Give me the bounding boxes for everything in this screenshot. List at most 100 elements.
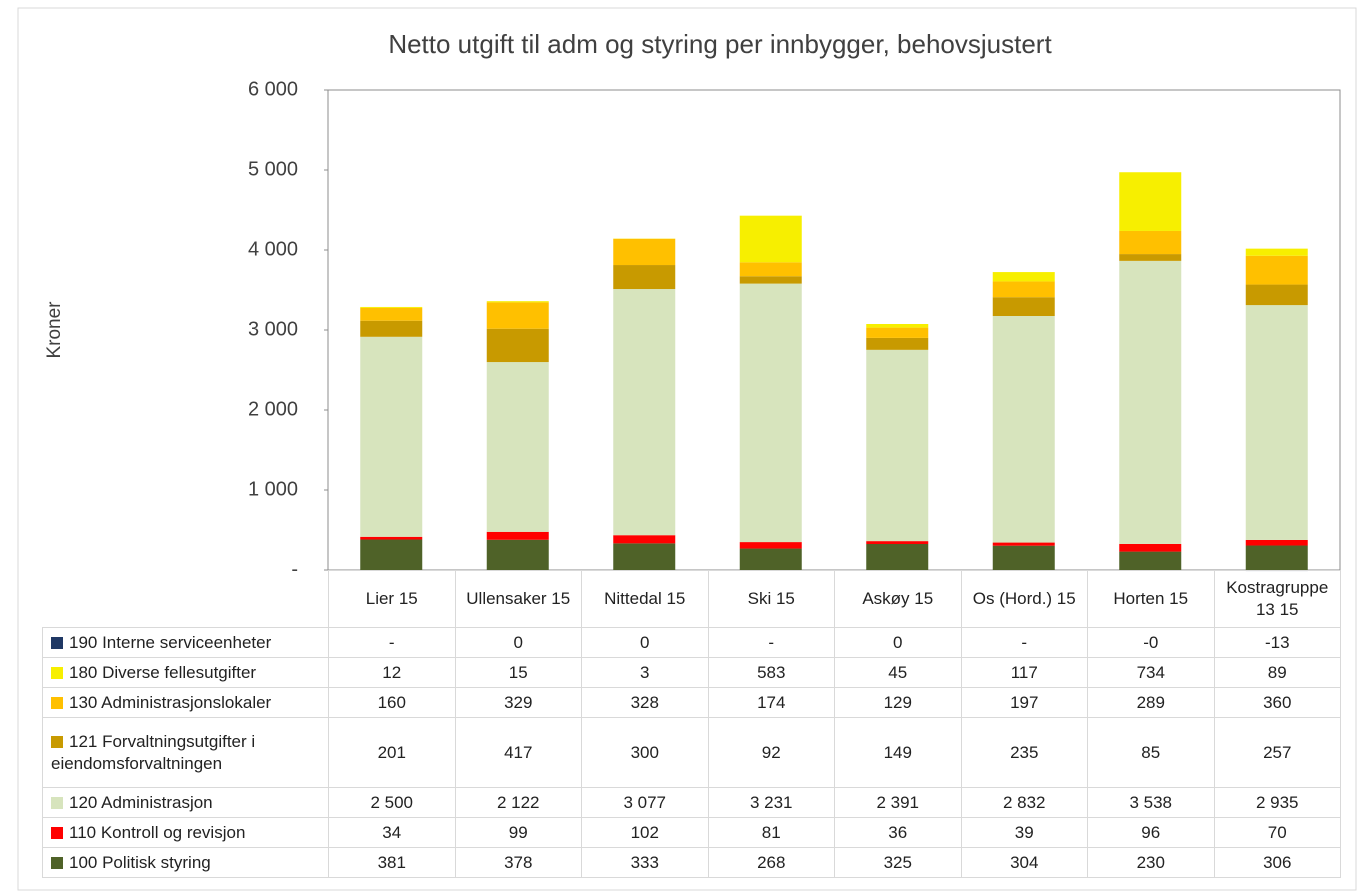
- bar-segment: [992, 297, 1055, 316]
- table-value: 36: [834, 817, 962, 848]
- bar-segment: [360, 336, 423, 537]
- table-value: 2 832: [960, 787, 1088, 818]
- table-value: -: [960, 627, 1088, 658]
- table-value: 360: [1213, 687, 1341, 718]
- bar-segment: [360, 307, 423, 321]
- table-value: 0: [454, 627, 582, 658]
- legend-label: 100 Politisk styring: [69, 852, 211, 872]
- table-value: 2 500: [328, 787, 456, 818]
- bar-segment: [739, 262, 802, 277]
- bar-segment: [360, 306, 423, 308]
- bar-segment: [739, 548, 802, 570]
- legend-label: 121 Forvaltningsutgifter i eiendomsforva…: [51, 731, 256, 773]
- table-value: 99: [454, 817, 582, 848]
- legend-swatch: [51, 826, 63, 839]
- table-value: 2 935: [1213, 787, 1341, 818]
- table-value: 34: [328, 817, 456, 848]
- bar-segment: [992, 281, 1055, 298]
- table-value: 2 122: [454, 787, 582, 818]
- table-value: 0: [581, 627, 709, 658]
- legend-label: 190 Interne serviceenheter: [69, 632, 272, 652]
- category-label: Kostragruppe 13 15: [1213, 570, 1341, 628]
- legend-label: 110 Kontroll og revisjon: [69, 822, 246, 842]
- chart-border: [17, 7, 1357, 891]
- bar-segment: [1119, 230, 1182, 255]
- table-value: 734: [1087, 657, 1215, 688]
- table-value: -: [707, 627, 835, 658]
- bar-segment: [613, 535, 676, 544]
- bar-segment: [613, 265, 676, 290]
- table-row: 121 Forvaltningsutgifter i eiendomsforva…: [42, 717, 1341, 788]
- table-value: 289: [1087, 687, 1215, 718]
- legend-cell: 130 Administrasjonslokaler: [42, 687, 329, 718]
- table-value: 257: [1213, 717, 1341, 788]
- y-tick-label: -: [291, 558, 298, 580]
- bar-segment: [613, 238, 676, 266]
- bar-segment: [486, 362, 549, 532]
- table-value: 381: [328, 847, 456, 878]
- bar-segment: [739, 276, 802, 284]
- legend-label: 130 Administrasjonslokaler: [69, 692, 272, 712]
- bar-segment: [1245, 284, 1308, 306]
- table-value: 304: [960, 847, 1088, 878]
- bar-segment: [866, 349, 929, 542]
- table-value: 81: [707, 817, 835, 848]
- bar-segment: [486, 301, 549, 303]
- plot-frame: [327, 89, 1341, 571]
- table-value: 39: [960, 817, 1088, 848]
- table-value: 306: [1213, 847, 1341, 878]
- table-row: 190 Interne serviceenheter -0 0-0- -0 -13: [42, 627, 1341, 658]
- bar-segment: [1245, 539, 1308, 546]
- legend-label: 120 Administrasjon: [69, 792, 213, 812]
- y-tick-label: 1 000: [248, 478, 298, 500]
- table-value: 300: [581, 717, 709, 788]
- table-value: 325: [834, 847, 962, 878]
- table-value: 149: [834, 717, 962, 788]
- chart-title: Netto utgift til adm og styring per innb…: [388, 29, 1052, 59]
- table-value: 197: [960, 687, 1088, 718]
- table-value: 92: [707, 717, 835, 788]
- legend-swatch: [51, 735, 63, 748]
- bar-segment: [866, 327, 929, 338]
- table-row: 120 Administrasjon 2 500 2 122 3 077 3 231 2 …: [42, 787, 1341, 818]
- category-label: Horten 15: [1087, 570, 1215, 628]
- table-value: 129: [834, 687, 962, 718]
- bar-segment: [1119, 260, 1182, 544]
- category-label: Askøy 15: [834, 570, 962, 628]
- legend-swatch: [51, 696, 63, 709]
- table-value: 328: [581, 687, 709, 718]
- table-value: 117: [960, 657, 1088, 688]
- legend-cell: 100 Politisk styring: [42, 847, 329, 878]
- table-value: -: [328, 627, 456, 658]
- bar-segment: [1245, 545, 1308, 570]
- data-table: Lier 15 Ullensaker 15 Nittedal 15 Ski 15 Ask…: [42, 570, 1341, 878]
- category-label: Os (Hord.) 15: [960, 570, 1088, 628]
- table-value: 89: [1213, 657, 1341, 688]
- table-row: 110 Kontroll og revisjon 34 99 102 81 36 39 96 7…: [42, 817, 1341, 848]
- legend-cell: 120 Administrasjon: [42, 787, 329, 818]
- bar-segment: [1119, 543, 1182, 552]
- table-value: 15: [454, 657, 582, 688]
- bar-segment: [992, 542, 1055, 546]
- y-tick-label: 5 000: [248, 158, 298, 180]
- bar-segment: [1119, 551, 1182, 570]
- bar-segment: [486, 328, 549, 363]
- category-label: Ullensaker 15: [454, 570, 582, 628]
- table-value: 174: [707, 687, 835, 718]
- table-value: 3 231: [707, 787, 835, 818]
- bar-segment: [613, 543, 676, 570]
- table-value: 329: [454, 687, 582, 718]
- table-row: 100 Politisk styring 381 378 333 268 325 304 23…: [42, 847, 1341, 878]
- bar-segment: [360, 536, 423, 540]
- table-value: 3 077: [581, 787, 709, 818]
- table-value: 102: [581, 817, 709, 848]
- bar-segment: [866, 541, 929, 544]
- legend-cell: 121 Forvaltningsutgifter i eiendomsforva…: [42, 717, 329, 788]
- y-tick-label: 2 000: [248, 398, 298, 420]
- table-value: 230: [1087, 847, 1215, 878]
- category-label: Nittedal 15: [581, 570, 709, 628]
- table-value: 2 391: [834, 787, 962, 818]
- table-row: 130 Administrasjonslokaler 160 329 328 174 12…: [42, 687, 1341, 718]
- bar-segment: [1119, 172, 1182, 231]
